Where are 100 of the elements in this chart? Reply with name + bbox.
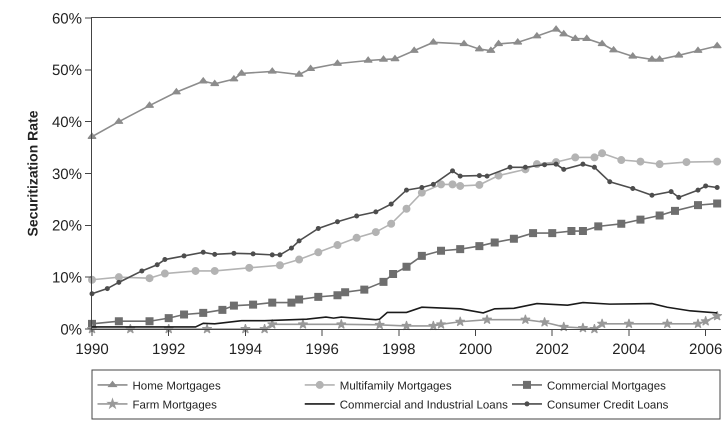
point [298,318,308,329]
point [114,273,123,282]
point [484,174,490,179]
point [296,238,302,244]
x-tick-label: 1990 [75,341,109,358]
point [336,318,346,329]
point [592,164,597,170]
point [334,219,340,224]
point [456,182,464,190]
point [554,162,559,167]
point [288,246,294,251]
legend-label: Multifamily Mortgages [340,380,452,392]
point [590,153,598,162]
point [199,308,208,317]
point [104,286,110,292]
point [154,262,160,268]
point [164,314,173,322]
point [539,316,550,327]
point [341,288,350,296]
point [567,227,576,236]
y-tick-label: 40% [52,114,82,131]
point [160,270,169,278]
point [456,245,464,254]
point [670,206,679,215]
point [598,40,607,46]
point [389,270,398,278]
point [636,216,644,224]
point [636,158,644,166]
point [674,51,684,58]
x-tick-label: 1998 [382,341,416,358]
point [548,229,556,238]
point [249,300,258,309]
point [649,192,654,198]
point [624,318,634,328]
point [270,252,275,258]
point [378,55,388,62]
point [520,314,531,324]
legend-label: Home Mortgages [132,380,221,392]
point [513,38,522,45]
point [212,252,218,257]
point [245,264,254,272]
x-tick-label: 2000 [458,341,492,358]
point [655,55,664,62]
point [508,164,513,170]
point [436,318,446,329]
point [373,209,378,214]
point [596,318,608,328]
point [404,188,409,193]
legend-label: Commercial and Industrial Loans [340,399,508,412]
point [430,182,436,187]
point [482,314,492,324]
point [360,286,368,294]
point [210,266,219,275]
point [268,67,277,74]
point [676,194,682,200]
point [354,214,360,218]
point [316,226,321,231]
y-tick-label: 20% [52,218,82,235]
point [459,40,469,46]
point [598,149,606,158]
point [267,318,278,329]
point [522,164,528,170]
point [418,188,426,197]
point [390,54,400,62]
point [542,162,548,168]
point [314,248,322,256]
point [712,310,722,320]
point [419,184,424,190]
legend-label: Farm Mortgages [132,399,218,412]
x-tick-label: 2004 [612,341,646,358]
point [475,242,484,250]
point [277,252,282,258]
point [379,278,388,286]
point [552,25,561,32]
y-tick-label: 60% [52,10,82,28]
point [561,166,566,172]
point [712,42,722,48]
point [713,158,722,166]
point [388,202,394,207]
point [114,317,123,326]
x-tick-label: 1992 [152,341,186,358]
point [230,302,238,310]
point [668,189,674,194]
point [428,38,438,45]
point [387,220,396,228]
y-tick-label: 30% [52,166,82,183]
point [647,55,656,62]
point [692,318,704,328]
point [494,40,504,46]
point [146,317,154,326]
point [333,241,342,250]
point [490,238,499,246]
point [494,172,503,180]
point [231,250,236,256]
point [628,52,638,59]
point [250,251,256,256]
x-tick-label: 1994 [228,341,262,358]
point [475,180,484,189]
point [594,222,602,230]
point [200,250,206,255]
